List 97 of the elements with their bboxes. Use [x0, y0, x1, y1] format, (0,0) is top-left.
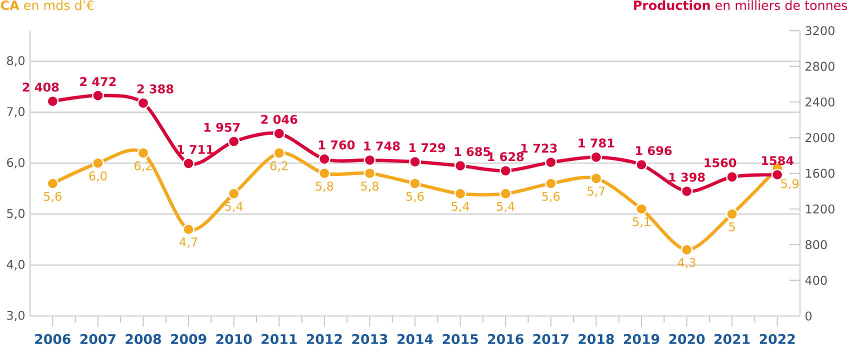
point [92, 90, 104, 102]
point [137, 146, 150, 159]
y2-tick-label: 2000 [806, 133, 834, 142]
point [544, 178, 557, 190]
data-label: 5,1 [632, 217, 650, 228]
data-label: 5,8 [361, 182, 378, 192]
data-label: 5,6 [542, 192, 560, 202]
data-label: 1 685 [454, 147, 490, 156]
point [500, 164, 512, 177]
y-tick-label: 6,0 [7, 158, 25, 168]
data-label: 1 748 [364, 141, 400, 151]
point [182, 157, 195, 170]
point [318, 153, 330, 166]
x-tick-label: 2021 [714, 334, 750, 344]
x-tick-label: 2017 [533, 334, 568, 344]
y2-axis-title: Production en milliers de tonnes [634, 0, 848, 10]
y2-tick-label: 800 [806, 240, 827, 250]
point [228, 188, 240, 200]
point [771, 168, 784, 181]
point [726, 170, 738, 183]
x-tick-label: 2006 [35, 334, 71, 344]
y2-tick-label: 2800 [806, 62, 834, 71]
point [500, 188, 512, 200]
point [46, 178, 59, 190]
x-tick-label: 2010 [216, 334, 252, 344]
point [635, 202, 648, 215]
data-label: 4,7 [180, 238, 198, 248]
x-tick-label: 2014 [398, 334, 433, 344]
data-label: 1584 [762, 156, 794, 166]
data-label: 1 729 [410, 143, 446, 152]
point [46, 95, 59, 108]
point [544, 156, 557, 168]
data-label: 5,4 [452, 202, 470, 212]
x-tick-label: 2020 [669, 334, 705, 344]
y-axis-title: CA en mds d’€ [0, 0, 94, 10]
data-label: 2 408 [22, 82, 59, 92]
data-label: 1 957 [204, 122, 240, 132]
x-tick-label: 2018 [578, 334, 614, 344]
data-label: 1 781 [578, 138, 614, 148]
data-label: 5,4 [496, 202, 514, 212]
data-label: 1 398 [669, 172, 705, 182]
data-label: 6,2 [270, 161, 288, 172]
data-label: 5,6 [44, 192, 62, 202]
y-tick-label: 8,0 [7, 56, 25, 66]
point [590, 172, 602, 184]
x-tick-label: 2013 [352, 334, 388, 344]
point [273, 146, 286, 159]
point [726, 208, 738, 220]
x-tick-label: 2007 [80, 334, 116, 344]
data-label: 5,6 [406, 192, 424, 202]
data-label: 2 046 [261, 114, 298, 124]
y2-tick-label: 1600 [806, 168, 834, 178]
data-label: 1 723 [521, 144, 557, 153]
data-label: 2 388 [137, 84, 174, 94]
data-label: 5,8 [316, 182, 334, 192]
point [409, 156, 422, 168]
data-label: 6,0 [89, 171, 107, 182]
y2-tick-label: 400 [805, 276, 827, 285]
data-label: 1 696 [636, 146, 672, 156]
y2-tick-label: 1200 [806, 204, 834, 214]
point [364, 167, 376, 180]
x-tick-label: 2022 [760, 334, 795, 344]
point [273, 128, 286, 140]
data-label: 1560 [704, 158, 736, 168]
point [590, 151, 602, 164]
data-label: 5,7 [588, 186, 605, 197]
data-label: 2 472 [80, 77, 116, 86]
data-label: 4,3 [678, 258, 696, 268]
data-label: 1 760 [318, 140, 355, 150]
x-tick-label: 2011 [262, 334, 297, 344]
data-label: 5,9 [781, 179, 799, 190]
point [318, 167, 330, 180]
point [364, 154, 376, 166]
y-tick-label: 3,0 [7, 310, 25, 322]
y-tick-label: 5,0 [7, 208, 25, 220]
x-tick-label: 2012 [306, 334, 342, 344]
point [454, 188, 466, 200]
point [409, 178, 422, 190]
x-tick-label: 2019 [624, 334, 660, 344]
x-tick-label: 2016 [488, 334, 524, 344]
y2-tick-label: 2400 [806, 97, 834, 107]
point [182, 223, 195, 236]
x-tick-label: 2008 [126, 334, 161, 344]
point [680, 244, 693, 256]
data-label: 5 [729, 222, 735, 232]
point [680, 185, 693, 198]
x-tick-label: 2009 [171, 334, 206, 344]
point [228, 135, 240, 148]
y2-tick-label: 0 [806, 311, 812, 321]
x-tick-label: 2015 [442, 334, 478, 344]
y-tick-label: 4,0 [6, 260, 25, 270]
point [92, 157, 104, 170]
y-tick-label: 7,0 [7, 107, 25, 118]
y2-tick-label: 3200 [806, 26, 834, 36]
point [137, 97, 150, 110]
point [454, 160, 466, 172]
point [635, 158, 648, 171]
